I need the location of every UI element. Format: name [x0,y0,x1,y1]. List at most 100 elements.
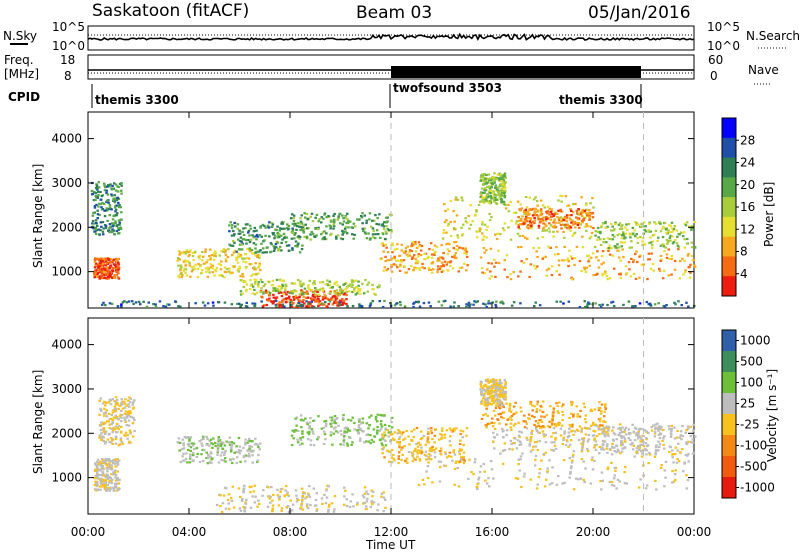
vel-cell [620,444,623,447]
power-cell [448,243,452,246]
power-cell [662,269,666,272]
power-cell [628,246,631,249]
vel-cell [581,442,585,445]
power-cell [606,237,610,240]
colorbar-segment [722,137,736,159]
power-cell [115,229,119,233]
vel-cell [492,397,495,400]
power-cell [280,221,284,224]
vel-cell [182,442,185,445]
vel-cell [126,413,129,416]
power-cell [103,184,106,187]
vel-cell [124,434,127,437]
vel-cell [567,434,571,437]
power-cell [236,261,240,264]
vel-cell [613,450,616,453]
vel-cell [627,428,631,431]
power-cell [542,256,545,259]
vel-cell [685,487,689,490]
vel-cell [484,413,488,416]
noise-trace [87,32,695,42]
power-cell [661,277,665,280]
vel-cell [295,424,298,427]
power-cell [533,217,536,220]
vel-cell [301,508,305,511]
power-cell [653,303,657,306]
power-cell [438,256,442,259]
power-cell [363,214,366,217]
vel-cell [522,475,526,478]
x-tick-label: 12:00 [374,525,409,539]
power-cell [275,240,278,243]
power-cell [152,303,155,306]
power-cell [351,233,354,236]
power-cell [608,244,611,247]
power-cell [674,303,677,306]
power-cell [561,259,564,262]
vel-cell [447,454,451,458]
vel-cell [276,488,279,491]
vel-cell [612,484,616,487]
power-cell [115,270,119,273]
vel-cell [345,442,349,445]
vel-cell [582,439,585,442]
power-cell [257,281,261,284]
vel-cell [554,431,558,434]
vel-cell [217,436,221,439]
vel-cell [345,505,349,508]
power-cell [503,194,507,197]
vel-cell [599,412,603,415]
vel-cell [412,436,416,439]
vel-cell [571,455,575,458]
power-cell [481,220,484,224]
power-cell [606,247,609,250]
power-cell [105,267,108,271]
vel-cell [476,487,479,491]
power-cell [525,258,528,261]
power-cell [486,196,489,199]
vel-cell [671,456,674,459]
power-cell [105,207,108,210]
vel-cell [381,448,385,451]
vel-cell [94,480,97,483]
power-cell [231,229,235,233]
vel-cell [253,501,257,504]
vel-cell [449,455,453,458]
power-cell [239,290,243,293]
vel-cell [217,438,220,441]
power-cell [438,259,441,262]
vel-cell [112,489,116,492]
power-cell [355,286,359,289]
power-cell [267,226,271,229]
power-cell [578,306,582,309]
power-cell [580,210,584,213]
vel-cell [343,434,346,437]
vel-cell [554,425,558,428]
power-cell [258,264,261,267]
vel-cell [673,473,677,476]
power-cell [644,230,648,233]
power-cell [336,304,339,307]
vel-cell [640,450,643,453]
vel-cell [349,419,353,422]
power-cell [257,272,260,275]
power-cell [306,292,309,295]
power-cell [105,209,109,212]
power-cell [615,246,618,249]
vel-cell [399,431,402,434]
power-cell [337,294,340,297]
power-cell [454,256,458,259]
vel-cell [504,384,507,387]
power-cell [366,283,369,286]
vel-cell [603,435,607,438]
vel-cell [462,458,465,461]
power-cell [112,215,115,218]
vel-cell [499,392,502,395]
vel-cell [662,443,665,446]
power-cell [260,235,263,238]
power-cell [202,262,206,265]
power-cell [600,226,603,229]
power-cell [236,223,240,226]
vel-cell [271,504,275,507]
power-cell [368,212,372,215]
